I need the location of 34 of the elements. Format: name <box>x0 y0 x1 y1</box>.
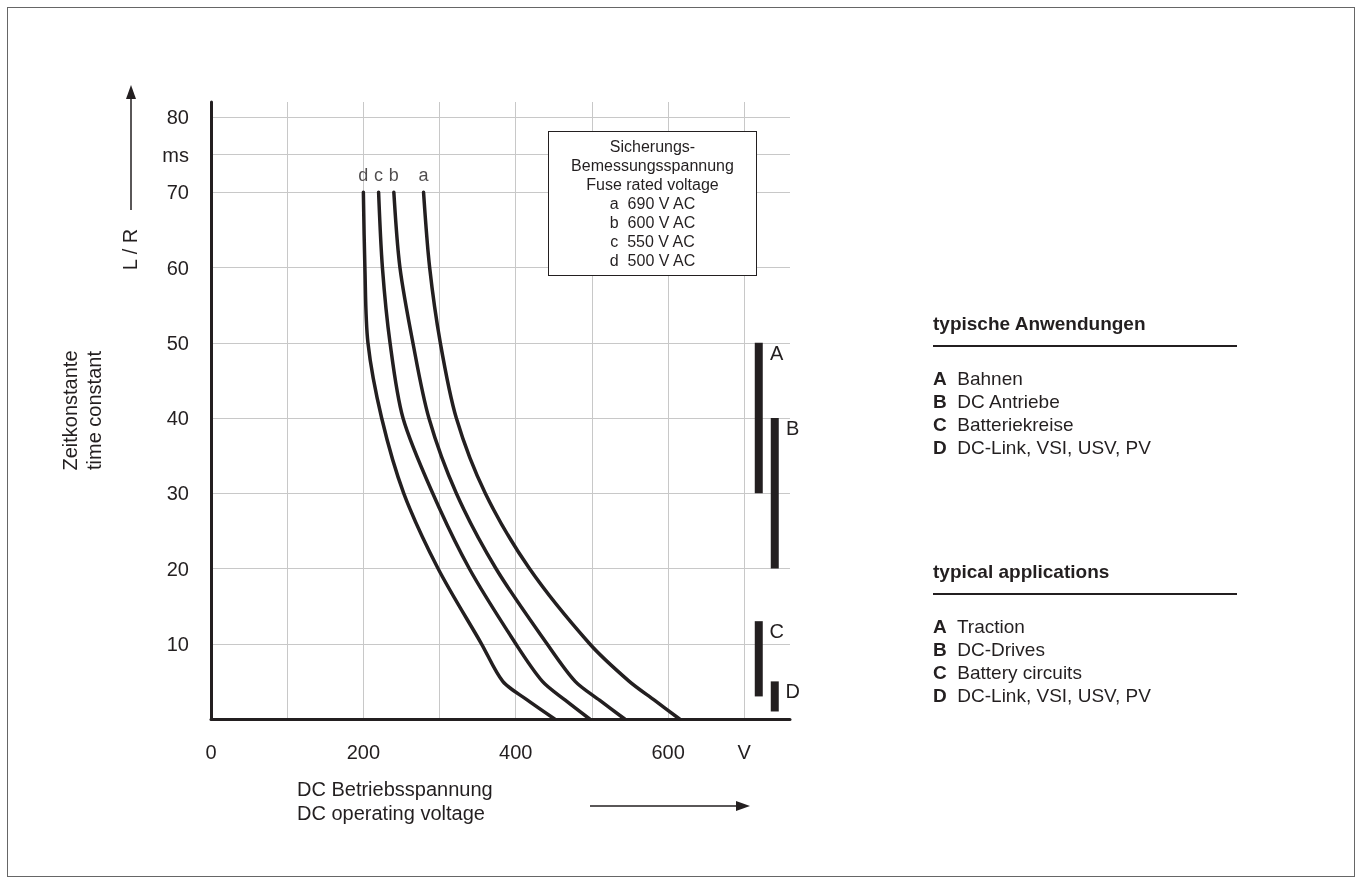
data-label: B <box>786 417 800 440</box>
y-tick-label: 10 <box>166 632 189 655</box>
data-label: A <box>770 341 785 364</box>
x-tick-label: 400 <box>498 741 534 763</box>
x-axis-title: DC Betriebsspannung DC operating voltage <box>297 777 493 825</box>
data-label: D <box>785 680 800 703</box>
bar <box>770 681 779 712</box>
x-tick-label: 600 <box>650 741 686 763</box>
text: A Bahnen B DC Antriebe C Batteriekreise D DC-Link, VSI, USV, PV <box>933 367 1151 459</box>
text: typical applications <box>933 560 1237 595</box>
y-tick-label: 40 <box>166 407 189 430</box>
bar <box>754 621 763 697</box>
text: L / R <box>118 227 142 273</box>
series-label: b <box>388 165 399 186</box>
y-tick-label: ms <box>162 143 189 166</box>
y-tick-label: 80 <box>166 106 189 129</box>
y-tick-label: 70 <box>166 181 189 204</box>
y-tick-label: 50 <box>166 331 189 354</box>
y-axis-title: Zeitkonstante time constant <box>59 350 105 471</box>
y-tick-label: 20 <box>166 557 189 580</box>
series-label: a <box>418 165 430 186</box>
text: A Traction B DC-Drives C Battery circuits D DC-Link, VSI, USV, PV <box>933 615 1151 707</box>
text: typische Anwendungen <box>933 312 1237 347</box>
y-tick-label: 30 <box>166 482 189 505</box>
y-tick-label: 60 <box>166 256 189 279</box>
series-label: d <box>358 165 369 186</box>
annotation: Sicherungs- Bemessungsspannung Fuse rated voltage a 690 V AC b 600 V AC c 550 V AC d 500 V AC <box>548 131 757 276</box>
bar <box>770 418 779 569</box>
data-label: C <box>769 620 784 643</box>
x-tick-label: V <box>736 741 752 763</box>
bar <box>754 342 763 494</box>
series-label: c <box>374 165 384 186</box>
x-tick-label: 0 <box>204 741 218 763</box>
x-tick-label: 200 <box>345 741 382 763</box>
